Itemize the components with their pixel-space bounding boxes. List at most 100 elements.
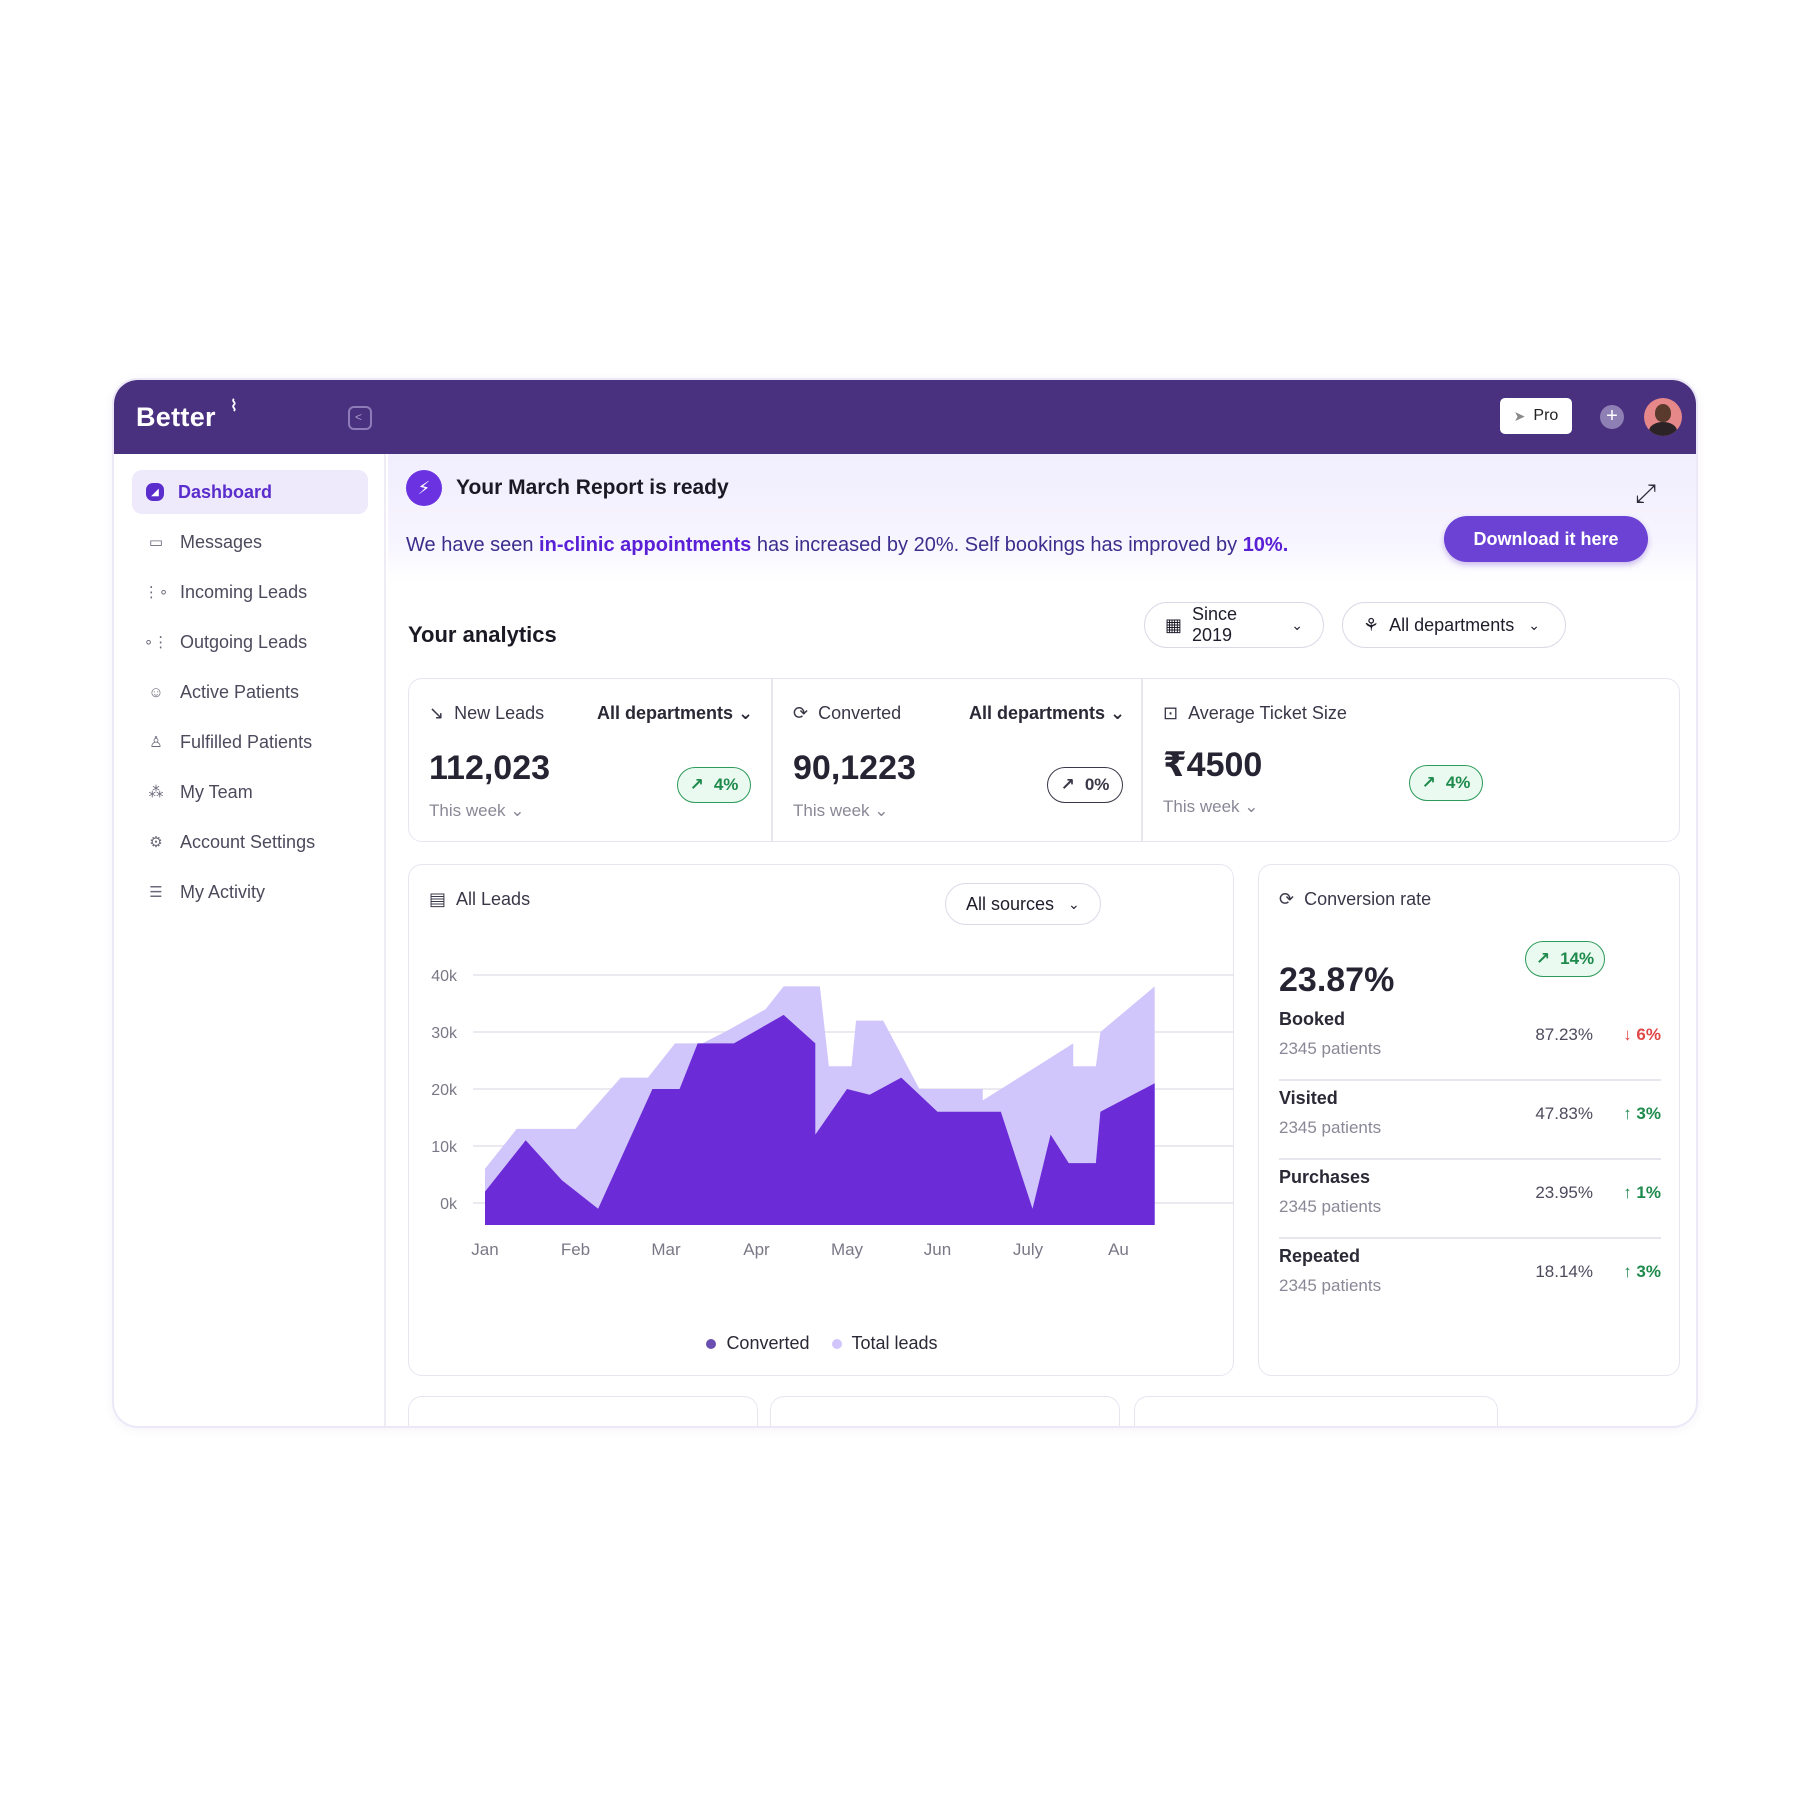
conversion-value: 23.87%	[1279, 961, 1395, 999]
sidebar-item-label: Outgoing Leads	[180, 631, 308, 652]
arrow-up-icon: ↑	[1623, 1183, 1632, 1202]
refresh-icon: ⟳	[1279, 889, 1295, 909]
x-tick-label: Mar	[651, 1240, 681, 1259]
sidebar-item-label: Dashboard	[178, 481, 273, 502]
change-badge: ↗ 4%	[1409, 765, 1483, 801]
arrow-up-right-icon: ↗	[689, 775, 704, 794]
chart-icon: ▤	[429, 889, 447, 909]
x-tick-label: July	[1013, 1240, 1044, 1259]
peek-card	[408, 1396, 758, 1426]
all-leads-card: ▤ All Leads All sources ⌄ 40k 30k 20k 10k 0k J…	[408, 864, 1234, 1376]
arrow-down-icon: ↓	[1623, 1025, 1632, 1044]
incoming-leads-icon: ⋮∘	[143, 584, 169, 601]
arrow-down-right-icon: ↘	[429, 703, 445, 723]
analytics-title: Your analytics	[408, 622, 557, 647]
add-icon[interactable]: +	[1600, 405, 1624, 429]
y-tick-label: 10k	[431, 1139, 458, 1156]
change-badge: ↗ 14%	[1525, 941, 1605, 977]
arrow-up-right-icon: ↗	[1535, 949, 1551, 968]
download-report-button[interactable]: Download it here	[1444, 516, 1648, 562]
peek-card	[1134, 1396, 1498, 1426]
change-badge: ↗ 0%	[1047, 767, 1123, 803]
activity-icon: ☰	[149, 884, 163, 901]
dashboard-icon: ◢	[146, 483, 164, 501]
send-icon: ➤	[1513, 407, 1526, 424]
sidebar-item-my-team[interactable]: ⁂ My Team	[132, 770, 368, 814]
y-tick-label: 30k	[431, 1025, 458, 1042]
sidebar-item-incoming-leads[interactable]: ⋮∘ Incoming Leads	[132, 570, 368, 614]
arrow-up-right-icon: ↗	[1421, 773, 1436, 792]
conversion-row-repeated: Repeated 2345 patients 18.14% ↑ 3%	[1279, 1246, 1661, 1295]
change-badge: ↗ 4%	[677, 767, 751, 803]
arrow-up-icon: ↑	[1623, 1262, 1632, 1281]
sidebar-item-label: Active Patients	[180, 681, 300, 702]
peek-card	[770, 1396, 1120, 1426]
stat-dept-dropdown[interactable]: All departments ⌄	[969, 703, 1126, 723]
settings-icon: ⚙	[149, 834, 163, 851]
chevron-down-icon: ⌄	[738, 703, 754, 723]
x-tick-label: May	[831, 1240, 864, 1259]
rupee-icon: ⊡	[1163, 703, 1179, 723]
sidebar-item-label: My Team	[180, 781, 253, 802]
x-tick-label: Apr	[743, 1240, 770, 1259]
collapse-sidebar-icon[interactable]: <	[348, 406, 372, 430]
chevron-down-icon: ⌄	[1528, 616, 1540, 633]
pro-button[interactable]: ➤ Pro	[1500, 398, 1572, 434]
stat-period-dropdown[interactable]: This week ⌄	[793, 801, 889, 820]
sidebar-item-account-settings[interactable]: ⚙ Account Settings	[132, 820, 368, 864]
legend-converted: Converted	[706, 1333, 810, 1354]
sidebar-item-my-activity[interactable]: ☰ My Activity	[132, 870, 368, 914]
logo-mark-icon: ⌇	[230, 398, 239, 415]
conversion-row-visited: Visited 2345 patients 47.83% ↑ 3%	[1279, 1088, 1661, 1178]
app-logo[interactable]: Better ⌇	[136, 398, 238, 433]
sidebar-item-dashboard[interactable]: ◢ Dashboard	[132, 470, 368, 514]
expand-icon[interactable]: ⤢	[1635, 478, 1656, 508]
y-tick-label: 0k	[440, 1196, 458, 1213]
sources-filter-dropdown[interactable]: All sources ⌄	[945, 883, 1101, 925]
all-leads-chart: 40k 30k 20k 10k 0k Jan Feb Mar Apr May Jun July Au	[431, 968, 1233, 1259]
stats-row: ↘ New Leads All departments ⌄ 112,023 Thi…	[408, 678, 1680, 842]
sidebar: ◢ Dashboard ▭ Messages ⋮∘ Incoming Leads…	[114, 454, 386, 1426]
x-tick-label: Jan	[471, 1240, 498, 1259]
sidebar-item-active-patients[interactable]: ☺ Active Patients	[132, 670, 368, 714]
stat-label: New Leads	[454, 703, 545, 723]
sidebar-item-fulfilled-patients[interactable]: ♙ Fulfilled Patients	[132, 720, 368, 764]
card-title: All Leads	[456, 889, 531, 909]
conversion-row-booked: Booked 2345 patients 87.23% ↓ 6%	[1279, 1009, 1661, 1099]
arrow-up-right-icon: ↗	[1060, 775, 1075, 794]
stat-value: 112,023	[429, 749, 551, 787]
report-banner: ⚡ Your March Report is ready ⤢ We have s…	[388, 454, 1696, 582]
stat-period-dropdown[interactable]: This week ⌄	[429, 801, 525, 820]
app-window: Better ⌇ < ➤ Pro + ◢ Dashboard ▭ Messages…	[112, 378, 1698, 1428]
stat-period-dropdown[interactable]: This week ⌄	[1163, 797, 1259, 816]
message-icon: ▭	[148, 534, 164, 551]
stat-label: Converted	[818, 703, 902, 723]
outgoing-leads-icon: ∘⋮	[143, 634, 169, 651]
since-filter-dropdown[interactable]: ▦ Since 2019 ⌄	[1144, 602, 1324, 648]
refresh-icon: ⟳	[793, 703, 809, 723]
card-title: Conversion rate	[1304, 889, 1432, 909]
stat-value: 90,1223	[793, 749, 916, 787]
chevron-down-icon: ⌄	[1110, 703, 1126, 723]
chevron-down-icon: ⌄	[510, 801, 525, 820]
calendar-icon: ▦	[1165, 614, 1183, 635]
series-converted-area	[485, 1014, 1155, 1225]
y-tick-label: 20k	[431, 1082, 458, 1099]
stat-card-average-ticket-size: ⊡ Average Ticket Size ₹4500 This week ⌄ ↗…	[1143, 679, 1681, 843]
legend-total-leads: Total leads	[831, 1333, 938, 1354]
sidebar-item-label: Incoming Leads	[180, 581, 308, 602]
pro-label: Pro	[1533, 407, 1559, 424]
department-filter-dropdown[interactable]: ⚘ All departments ⌄	[1342, 602, 1566, 648]
conversion-rate-card: ⟳ Conversion rate 23.87% ↗ 14% Booked 2345…	[1258, 864, 1680, 1376]
stat-dept-dropdown[interactable]: All departments ⌄	[597, 703, 754, 723]
sidebar-item-messages[interactable]: ▭ Messages	[132, 520, 368, 564]
user-icon: ♙	[149, 734, 163, 751]
sidebar-item-outgoing-leads[interactable]: ∘⋮ Outgoing Leads	[132, 620, 368, 664]
top-bar: Better ⌇ < ➤ Pro +	[114, 380, 1696, 454]
avatar[interactable]	[1644, 398, 1682, 436]
sidebar-item-label: Fulfilled Patients	[180, 731, 313, 752]
x-tick-label: Feb	[561, 1240, 590, 1259]
chart-legend: Converted Total leads	[409, 1333, 1233, 1354]
sidebar-item-label: Messages	[180, 531, 263, 552]
users-icon: ☺	[148, 683, 164, 701]
